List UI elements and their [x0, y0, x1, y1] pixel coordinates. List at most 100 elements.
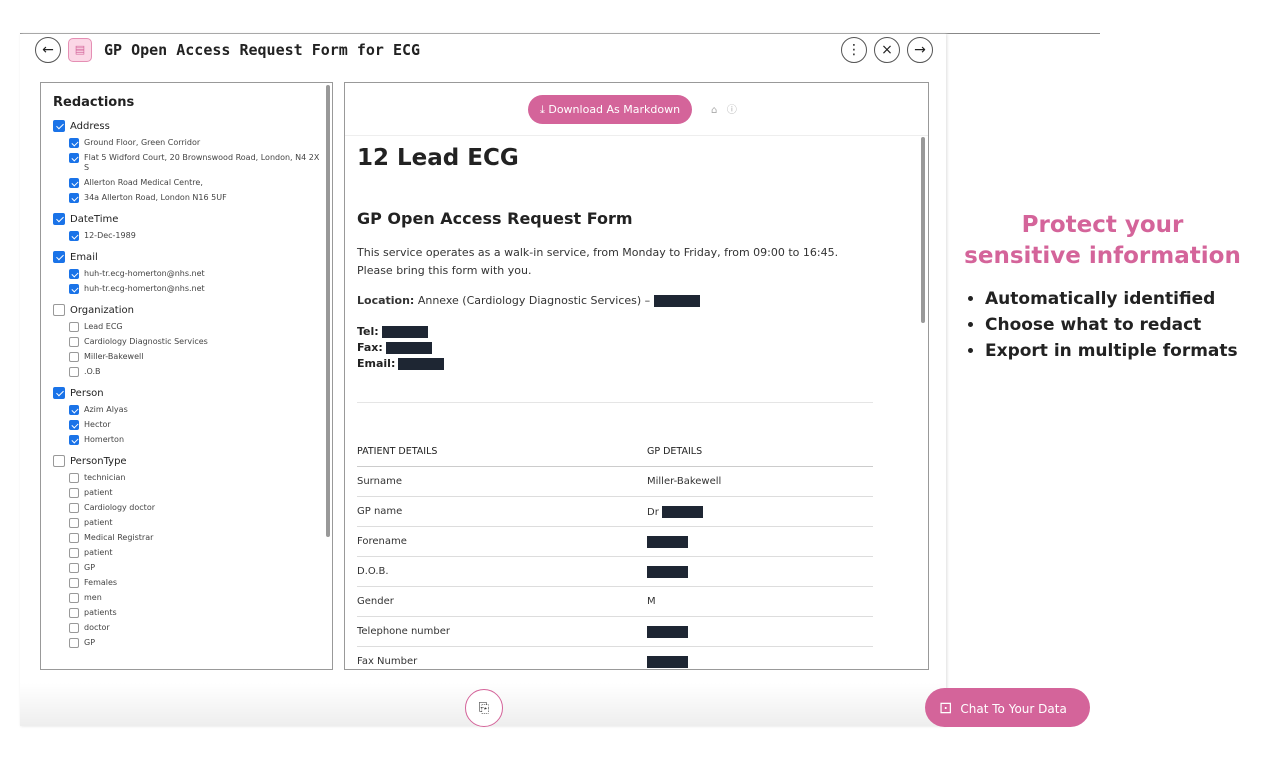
checkbox[interactable]: [69, 138, 79, 148]
chat-button[interactable]: ⊡ Chat To Your Data: [925, 688, 1090, 727]
contact: Email:: [357, 357, 873, 370]
group: PersonType: [53, 455, 320, 467]
checkbox[interactable]: [53, 120, 65, 132]
checkbox[interactable]: [69, 337, 79, 347]
contact: Fax:: [357, 341, 873, 354]
item: Ground Floor, Green Corridor: [69, 138, 320, 148]
group-name: Organization: [70, 304, 134, 316]
checkbox[interactable]: [69, 608, 79, 618]
item: Medical Registrar: [69, 533, 320, 543]
item-label: huh-tr.ecg-homerton@nhs.net: [84, 269, 205, 278]
bullet: Choose what to redact: [985, 315, 1270, 335]
item: 34a Allerton Road, London N16 5UF: [69, 193, 320, 203]
checkbox[interactable]: [53, 304, 65, 316]
cell-label: Telephone number: [357, 626, 450, 637]
contact: Tel:: [357, 325, 873, 338]
checkbox[interactable]: [69, 503, 79, 513]
item-label: 12-Dec-1989: [84, 231, 136, 240]
checkbox[interactable]: [69, 178, 79, 188]
group-name: Address: [70, 120, 110, 132]
item-label: Allerton Road Medical Centre,: [84, 178, 203, 187]
group: Person: [53, 387, 320, 399]
item: Females: [69, 578, 320, 588]
menu-button[interactable]: ⋮: [841, 37, 867, 63]
item: GP: [69, 563, 320, 573]
document-panel: ⤓ Download As Markdown ⌂ ⓘ 12 Lead ECG G…: [344, 82, 929, 670]
checkbox[interactable]: [69, 578, 79, 588]
group-name: Person: [70, 387, 104, 399]
item-label: 34a Allerton Road, London N16 5UF: [84, 193, 227, 202]
item-label: GP: [84, 638, 96, 647]
checkbox[interactable]: [53, 455, 65, 467]
checkbox[interactable]: [69, 153, 79, 163]
checkbox[interactable]: [69, 623, 79, 633]
item: huh-tr.ecg-homerton@nhs.net: [69, 284, 320, 294]
close-button[interactable]: ×: [874, 37, 900, 63]
checkbox[interactable]: [69, 352, 79, 362]
checkbox[interactable]: [69, 193, 79, 203]
item-label: Homerton: [84, 435, 125, 444]
item: Homerton: [69, 435, 320, 445]
checkbox[interactable]: [69, 473, 79, 483]
window: [20, 34, 946, 726]
item-label: huh-tr.ecg-homerton@nhs.net: [84, 284, 205, 293]
checkbox[interactable]: [69, 269, 79, 279]
contact-label: Email:: [357, 357, 396, 370]
item: Lead ECG: [69, 322, 320, 332]
divider: [357, 402, 873, 403]
item: patient: [69, 488, 320, 498]
checkbox[interactable]: [69, 593, 79, 603]
item: Azim Alyas: [69, 405, 320, 415]
item-label: Azim Alyas: [84, 405, 128, 414]
item: technician: [69, 473, 320, 483]
checkbox[interactable]: [53, 251, 65, 263]
table-row: Forename: [357, 527, 873, 557]
checkbox[interactable]: [69, 548, 79, 558]
checkbox[interactable]: [69, 231, 79, 241]
location: Location: Annexe (Cardiology Diagnostic …: [357, 294, 873, 307]
panel-title: Redactions: [53, 95, 135, 110]
checkbox[interactable]: [69, 518, 79, 528]
item: Hector: [69, 420, 320, 430]
item: patients: [69, 608, 320, 618]
item-label: patient: [84, 518, 113, 527]
cell-value: [647, 625, 688, 638]
cell-value: [647, 535, 688, 548]
heading-2: GP Open Access Request Form: [357, 209, 633, 228]
checkbox[interactable]: [69, 367, 79, 377]
next-button[interactable]: →: [907, 37, 933, 63]
checkbox[interactable]: [69, 420, 79, 430]
checkbox[interactable]: [69, 284, 79, 294]
cell-label: Forename: [357, 536, 407, 547]
cell-text: M: [647, 596, 656, 607]
checkbox[interactable]: [69, 488, 79, 498]
checkbox[interactable]: [69, 405, 79, 415]
cell-text: Miller-Bakewell: [647, 476, 722, 487]
redaction: [647, 625, 688, 638]
checkbox[interactable]: [53, 213, 65, 225]
redaction: [661, 505, 703, 518]
item: GP: [69, 638, 320, 648]
checkbox[interactable]: [53, 387, 65, 399]
group: Address: [53, 120, 320, 132]
table-row: Surname Miller-Bakewell: [357, 467, 873, 497]
back-button[interactable]: ←: [35, 37, 61, 63]
cell-value: [647, 655, 688, 668]
heading-1: 12 Lead ECG: [357, 145, 519, 171]
cell-value: M: [647, 596, 659, 607]
doc-icon: ▤: [68, 38, 92, 62]
export-button[interactable]: ⎘: [465, 689, 503, 727]
redaction: [647, 565, 688, 578]
checkbox[interactable]: [69, 322, 79, 332]
location-text: Annexe (Cardiology Diagnostic Services) …: [417, 294, 651, 307]
checkbox[interactable]: [69, 435, 79, 445]
promo-title: Protect your sensitive information: [964, 212, 1241, 269]
item-label: patient: [84, 488, 113, 497]
download-button[interactable]: ⤓ Download As Markdown: [528, 95, 693, 124]
checkbox[interactable]: [69, 638, 79, 648]
checkbox[interactable]: [69, 563, 79, 573]
item-label: technician: [84, 473, 126, 482]
cell-value: [647, 565, 688, 578]
checkbox[interactable]: [69, 533, 79, 543]
item-label: men: [84, 593, 102, 602]
